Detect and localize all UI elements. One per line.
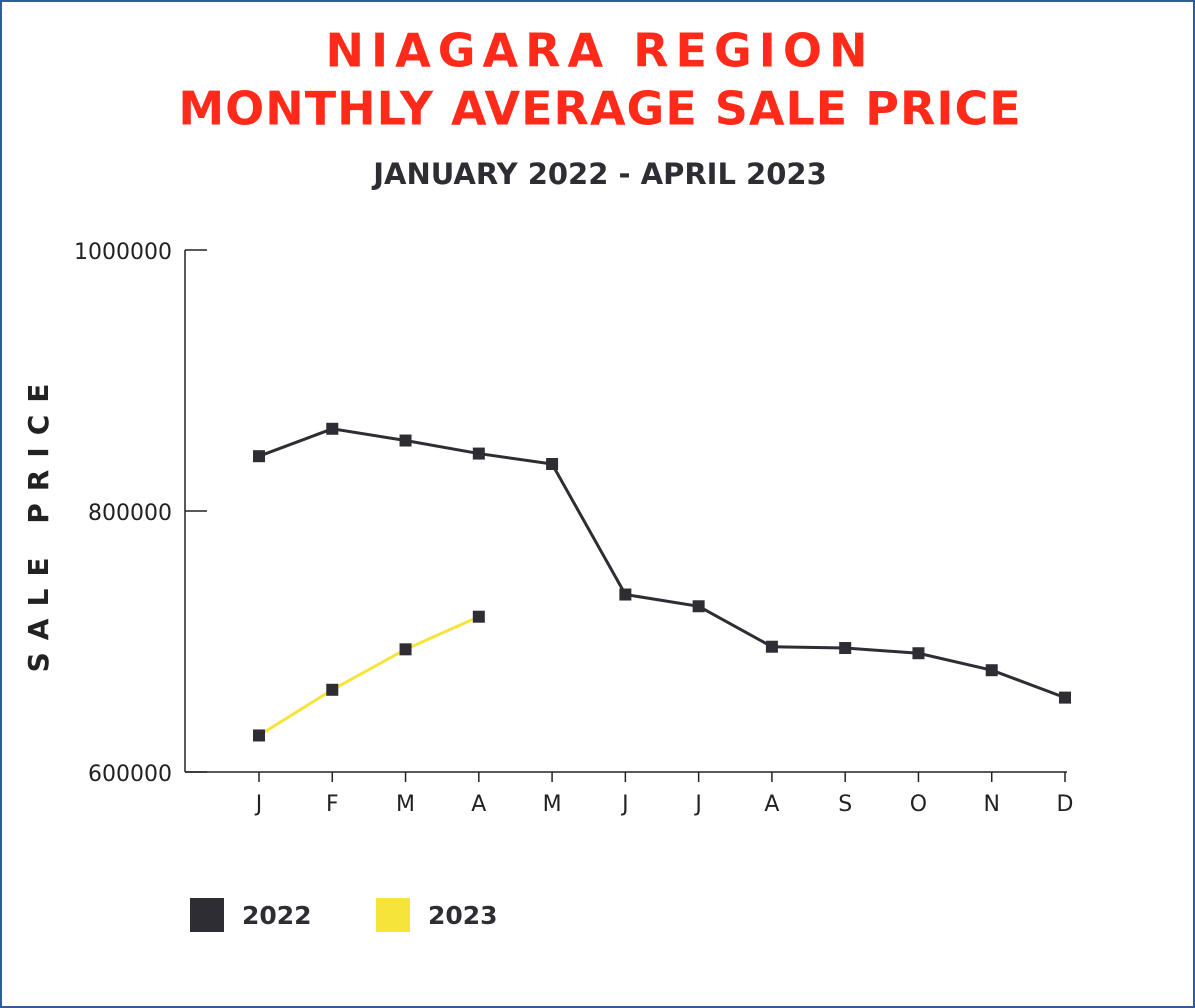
- x-tick-label: M: [543, 792, 562, 817]
- marker: [399, 434, 412, 447]
- marker: [839, 642, 852, 655]
- marker: [399, 643, 412, 656]
- legend-swatch: [376, 898, 410, 932]
- marker: [765, 640, 778, 653]
- chart-title: MONTHLY AVERAGE SALE PRICE: [178, 82, 1021, 136]
- marker: [253, 450, 265, 463]
- legend-label: 2023: [428, 901, 498, 930]
- marker: [619, 588, 632, 601]
- x-tick-label: S: [838, 792, 852, 817]
- legend-label: 2022: [242, 901, 312, 930]
- y-tick-label: 600000: [88, 762, 172, 787]
- x-tick-label: A: [471, 792, 486, 817]
- x-tick-label: D: [1057, 792, 1074, 817]
- marker: [546, 458, 559, 471]
- series-line: [258, 615, 480, 737]
- y-axis-label: SALE PRICE: [22, 372, 55, 673]
- marker: [692, 600, 705, 613]
- x-tick-label: J: [620, 792, 629, 817]
- legend-swatch: [190, 898, 224, 932]
- x-tick-label: M: [396, 792, 415, 817]
- marker: [472, 610, 485, 623]
- marker: [985, 664, 998, 677]
- x-tick-label: J: [254, 792, 263, 817]
- marker: [1059, 691, 1071, 704]
- x-tick-label: F: [326, 792, 339, 817]
- x-tick-label: N: [983, 792, 999, 817]
- x-tick-label: O: [910, 792, 927, 817]
- y-tick-label: 1000000: [74, 240, 172, 265]
- chart-title: NIAGARA REGION: [326, 24, 875, 78]
- chart-subtitle: JANUARY 2022 - APRIL 2023: [371, 157, 827, 191]
- marker: [912, 647, 925, 660]
- y-tick-label: 800000: [88, 501, 172, 526]
- marker: [326, 422, 339, 435]
- series-line: [258, 427, 1066, 700]
- marker: [472, 447, 485, 460]
- x-tick-label: A: [764, 792, 779, 817]
- x-tick-label: J: [693, 792, 702, 817]
- marker: [253, 729, 265, 742]
- marker: [326, 683, 339, 696]
